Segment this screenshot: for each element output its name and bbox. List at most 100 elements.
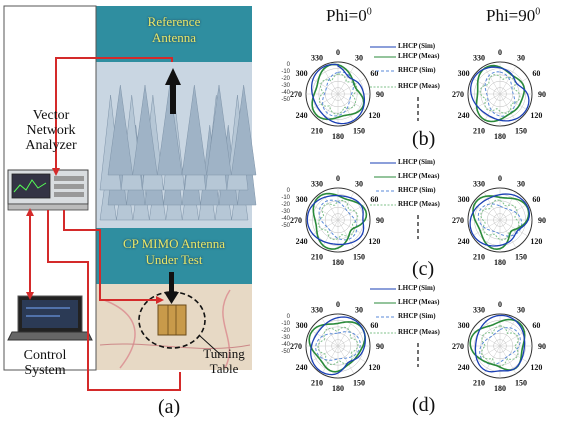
polar-spoke <box>483 318 501 347</box>
polar-angle-label: 210 <box>473 126 485 135</box>
aut-arrow <box>164 272 179 304</box>
polar-angle-label: 300 <box>458 69 470 78</box>
reference-antenna-arrow <box>165 68 181 114</box>
polar-spoke <box>310 329 339 347</box>
polar-spoke <box>321 318 339 347</box>
polar-radial-label: -20 <box>281 328 290 334</box>
polar-angle-label: 180 <box>494 132 506 141</box>
polar-angle-label: 90 <box>538 342 546 351</box>
polar-radial-label: 0 <box>287 314 291 320</box>
subfigure-c-label: (c) <box>412 258 435 280</box>
legend-leaders <box>370 288 419 367</box>
polar-angle-label: 300 <box>296 69 308 78</box>
polar-angle-label: 300 <box>458 321 470 330</box>
polar-angle-label: 30 <box>517 180 525 189</box>
polar-angle-label: 180 <box>332 384 344 393</box>
polar-angle-label: 150 <box>515 252 527 261</box>
polar-spoke <box>499 345 528 363</box>
legend-c-lhcp-sim: LHCP (Sim) <box>398 158 436 166</box>
lhcp-sim-curve <box>306 194 365 246</box>
polar-angle-label: 210 <box>473 252 485 261</box>
absorber-cone <box>181 84 207 176</box>
legend-c-rhcp-sim: RHCP (Sim) <box>398 186 436 194</box>
polar-spoke <box>499 77 528 95</box>
polar-spoke <box>310 203 339 221</box>
polar-radial-label: -50 <box>281 223 290 229</box>
polar-angle-label: 240 <box>296 237 308 246</box>
polar-angle-label: 330 <box>311 180 323 189</box>
rhcp-sim-curve <box>479 327 521 365</box>
polar-angle-label: 270 <box>452 90 464 99</box>
lhcp-sim-curve <box>469 193 531 247</box>
polar-spoke <box>337 318 355 347</box>
polar-angle-label: 330 <box>473 54 485 63</box>
polar-plot-c-phi0: 03060901201501802102402703003300-10-20-3… <box>281 174 384 267</box>
legend-b-rhcp-sim: RHCP (Sim) <box>398 66 436 74</box>
legend-b-rhcp-meas: RHCP (Meas) <box>398 82 440 90</box>
lhcp-meas-curve <box>472 195 530 251</box>
polar-angle-label: 270 <box>290 90 302 99</box>
turning-table-label: Turning Table <box>203 346 245 376</box>
legend-d-rhcp-sim: RHCP (Sim) <box>398 312 436 320</box>
polar-angle-label: 180 <box>494 384 506 393</box>
polar-angle-label: 240 <box>296 111 308 120</box>
polar-angle-label: 0 <box>498 48 502 57</box>
polar-radial-label: -10 <box>281 69 290 75</box>
vna-label: Vector Network Analyzer <box>25 108 77 153</box>
polar-spoke <box>499 219 528 237</box>
polar-spoke <box>499 93 528 111</box>
polar-spoke <box>321 219 339 248</box>
lhcp-meas-curve <box>311 63 365 121</box>
rhcp-meas-curve <box>317 326 359 366</box>
polar-radial-label: 0 <box>287 62 291 68</box>
setup-frame <box>3 5 97 371</box>
polar-angle-label: 60 <box>370 69 378 78</box>
rf-cables <box>29 57 181 391</box>
polar-spoke <box>499 192 517 221</box>
polar-angle-label: 150 <box>353 252 365 261</box>
absorber-cone <box>231 84 257 176</box>
subfigure-a-label: (a) <box>158 396 181 418</box>
polar-spoke <box>337 345 366 363</box>
polar-radial-label: -20 <box>281 76 290 82</box>
legend-c-lhcp-meas: LHCP (Meas) <box>398 172 440 180</box>
polar-spoke <box>499 219 517 248</box>
polar-angle-label: 330 <box>473 306 485 315</box>
polar-spoke <box>472 77 501 95</box>
lhcp-meas-curve <box>312 192 368 250</box>
polar-angle-label: 210 <box>311 252 323 261</box>
polar-angle-label: 60 <box>370 195 378 204</box>
polar-spoke <box>337 345 355 374</box>
legend-d-lhcp-meas: LHCP (Meas) <box>398 298 440 306</box>
polar-angle-label: 150 <box>353 378 365 387</box>
polar-angle-label: 120 <box>368 237 380 246</box>
polar-angle-label: 90 <box>376 216 384 225</box>
polar-spoke <box>499 66 517 95</box>
absorber-cone <box>107 84 133 176</box>
rhcp-sim-curve <box>322 71 354 117</box>
polar-radial-label: -30 <box>281 83 290 89</box>
polar-angle-label: 210 <box>311 126 323 135</box>
vector-network-analyzer <box>7 169 89 211</box>
polar-spoke <box>472 329 501 347</box>
polar-radial-label: -20 <box>281 202 290 208</box>
polar-angle-label: 60 <box>532 195 540 204</box>
polar-angle-label: 30 <box>517 54 525 63</box>
legend-leaders <box>370 46 419 121</box>
absorber-cone <box>132 84 158 176</box>
polar-angle-label: 270 <box>452 216 464 225</box>
aut-board <box>157 304 187 336</box>
polar-spoke <box>337 77 366 95</box>
polar-angle-label: 30 <box>355 180 363 189</box>
polar-angle-label: 0 <box>498 174 502 183</box>
rhcp-meas-curve <box>481 325 519 367</box>
polar-angle-label: 150 <box>353 126 365 135</box>
polar-angle-label: 330 <box>473 180 485 189</box>
reference-antenna-label: Reference Antenna <box>147 14 201 45</box>
polar-radial-label: -30 <box>281 335 290 341</box>
polar-angle-label: 330 <box>311 54 323 63</box>
polar-radial-label: -50 <box>281 349 290 355</box>
